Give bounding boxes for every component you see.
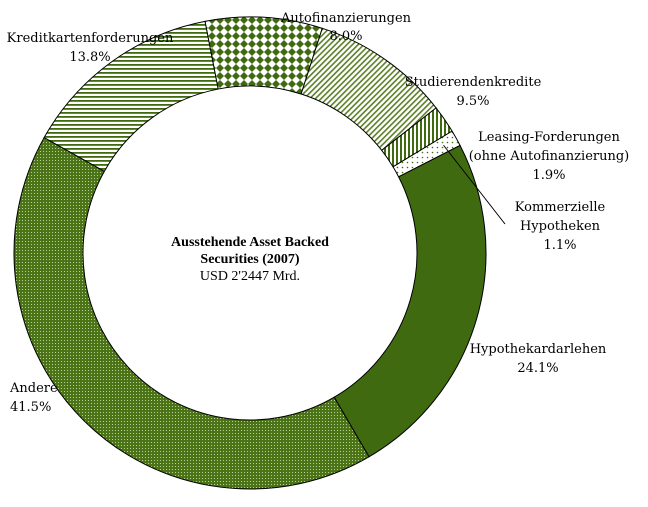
leader-lines xyxy=(443,144,506,225)
slice-labels: Autofinanzierungen 8.0% Studierendenkred… xyxy=(7,11,630,415)
value-studierendenkredite: 9.5% xyxy=(456,94,489,109)
label-kommerzielle-line-2: Hypotheken xyxy=(520,219,601,234)
label-autofinanzierungen: Autofinanzierungen xyxy=(280,11,412,26)
value-hypothekardarlehen: 24.1% xyxy=(517,361,558,376)
label-leasing-line-1: Leasing-Forderungen xyxy=(478,130,620,145)
label-kreditkartenforderungen: Kreditkartenforderungen xyxy=(7,31,174,46)
value-kommerzielle: 1.1% xyxy=(543,238,576,253)
center-value: USD 2'2447 Mrd. xyxy=(200,269,300,284)
label-leasing-line-2: (ohne Autofinanzierung) xyxy=(469,149,630,164)
value-autofinanzierungen: 8.0% xyxy=(329,29,362,44)
label-andere: Andere xyxy=(9,381,58,396)
value-andere: 41.5% xyxy=(10,400,51,415)
slice-andere xyxy=(13,136,370,490)
slice-hypothekardarlehen xyxy=(333,144,487,458)
label-hypothekardarlehen: Hypothekardarlehen xyxy=(470,342,607,357)
value-kreditkartenforderungen: 13.8% xyxy=(69,50,110,65)
slice-kreditkartenforderungen xyxy=(43,20,219,173)
label-studierendenkredite: Studierendenkredite xyxy=(405,75,542,90)
label-kommerzielle-line-1: Kommerzielle xyxy=(515,200,606,215)
value-leasing: 1.9% xyxy=(532,168,565,183)
center-text: Ausstehende Asset Backed Securities (200… xyxy=(171,235,329,284)
leader-line-kommerzielle xyxy=(443,144,506,225)
center-title-line-1: Ausstehende Asset Backed xyxy=(171,235,329,250)
donut-slices xyxy=(13,16,487,490)
center-title-line-2: Securities (2007) xyxy=(200,252,299,267)
